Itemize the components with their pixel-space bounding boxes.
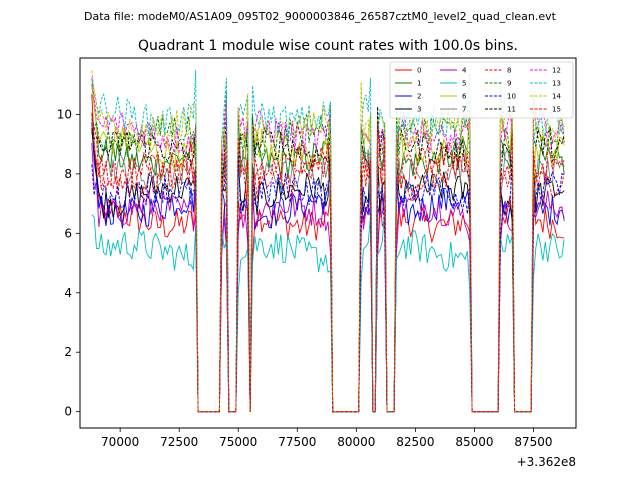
legend-label-11: 11 [507,106,516,114]
legend-frame [389,61,574,119]
series-line-14 [91,70,565,413]
legend-label-8: 8 [507,67,511,75]
legend-label-10: 10 [507,93,516,101]
series-layer [91,69,565,413]
legend-label-0: 0 [417,67,421,75]
x-offset-text: +3.362e8 [517,455,576,469]
legend-label-7: 7 [462,106,466,114]
chart-title: Quadrant 1 module wise count rates with … [138,38,518,54]
legend-label-3: 3 [417,106,421,114]
y-tick-label: 8 [64,167,72,181]
y-axis: 0 2 4 6 8 10 [57,107,80,419]
x-axis: 70000 72500 75000 77500 80000 82500 85000 87500 [101,428,553,449]
y-tick-label: 2 [64,345,72,359]
legend-label-4: 4 [462,67,467,75]
legend-label-5: 5 [462,80,466,88]
legend-label-2: 2 [417,93,421,101]
legend-label-6: 6 [462,93,467,101]
x-tick-label: 75000 [219,435,257,449]
plot-frame [79,57,577,429]
y-tick-label: 6 [64,226,72,240]
x-tick-label: 85000 [455,435,493,449]
y-tick-label: 4 [64,286,72,300]
series-line-10 [91,152,565,413]
legend-label-1: 1 [417,80,421,88]
x-tick-label: 70000 [101,435,139,449]
x-tick-label: 77500 [278,435,316,449]
legend-label-14: 14 [552,93,561,101]
x-tick-label: 87500 [514,435,552,449]
y-tick-label: 10 [57,107,72,121]
legend-label-13: 13 [552,80,561,88]
y-tick-label: 0 [64,405,72,419]
series-line-11 [91,106,565,413]
suptitle: Data file: modeM0/AS1A09_095T02_90000038… [84,10,557,23]
legend-label-12: 12 [552,67,561,75]
x-tick-label: 80000 [337,435,375,449]
series-line-15 [91,114,565,413]
x-tick-label: 72500 [160,435,198,449]
legend-label-9: 9 [507,80,511,88]
x-tick-label: 82500 [396,435,434,449]
legend-label-15: 15 [552,106,561,114]
